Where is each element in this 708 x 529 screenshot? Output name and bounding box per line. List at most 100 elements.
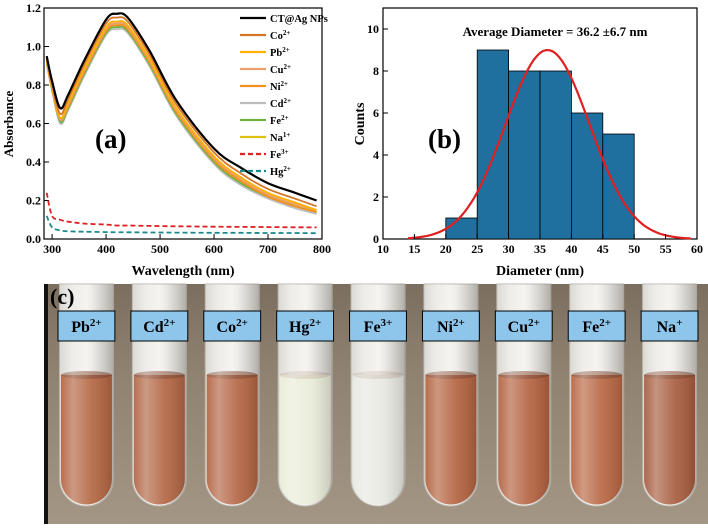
x-tick-label-b: 10 bbox=[377, 242, 389, 256]
legend-label: Co2+ bbox=[270, 29, 290, 42]
vial: Na+ bbox=[640, 283, 699, 507]
axis-ticks-b: 10 15 20 25 30 35 40 45 50 55 60 0 2 4 6 8 10 bbox=[367, 22, 703, 256]
photo-left-border bbox=[44, 284, 48, 524]
vial: Ni2+ bbox=[421, 283, 480, 507]
y-tick-label-a: 0.8 bbox=[26, 78, 41, 92]
spectra bbox=[45, 12, 317, 235]
spectrum-line bbox=[45, 16, 317, 208]
spectrum-line bbox=[45, 215, 317, 235]
legend-label: Fe2+ bbox=[270, 114, 289, 127]
vial-label: Ni2+ bbox=[437, 317, 465, 336]
gaussian-fit-curve bbox=[408, 48, 691, 240]
vial: Cu2+ bbox=[494, 283, 553, 507]
histogram-bar bbox=[476, 49, 510, 240]
y-tick-label-b: 2 bbox=[373, 190, 379, 204]
axis-ticks-a: 300 400 500 600 700 800 0.0 0.2 0.4 0.6 0.8 1.0 1.2 bbox=[26, 1, 331, 256]
panel-label-b: (b) bbox=[428, 124, 461, 154]
histogram-bar bbox=[445, 217, 478, 240]
y-tick-label-a: 1.2 bbox=[26, 1, 41, 15]
vial-label-box bbox=[130, 310, 189, 342]
histogram-bar bbox=[571, 112, 604, 240]
vial-label-box bbox=[494, 310, 553, 342]
x-tick-label-b: 50 bbox=[628, 242, 640, 256]
x-axis-label-a: Wavelength (nm) bbox=[131, 264, 234, 279]
spectrum-line bbox=[45, 192, 317, 229]
histogram-bar bbox=[508, 70, 541, 240]
y-tick-label-a: 0.2 bbox=[26, 194, 41, 208]
vial-label: Co2+ bbox=[217, 317, 248, 336]
vial-label-box bbox=[567, 310, 626, 342]
histogram-chart: 10 15 20 25 30 35 40 45 50 55 60 0 2 4 6 8 10 Average Di… bbox=[353, 7, 703, 279]
vial-label: Na+ bbox=[657, 317, 683, 336]
y-tick-label-b: 8 bbox=[373, 64, 379, 78]
vial-label: Cu2+ bbox=[508, 317, 540, 336]
y-tick-label-b: 4 bbox=[373, 148, 379, 162]
vial-row: Pb2+ Cd2+ Co2+ Hg2+ Fe3+ Ni2+ Cu2+ Fe2+ Na+ bbox=[57, 283, 699, 507]
legend-label: CT@Ag NPs bbox=[270, 14, 328, 25]
spectrum-line bbox=[45, 12, 317, 202]
vial: Co2+ bbox=[203, 283, 262, 507]
vial-label-box bbox=[276, 310, 335, 342]
y-tick-label-b: 6 bbox=[373, 106, 379, 120]
legend-label: Hg2+ bbox=[270, 165, 291, 178]
panel-label-a: (a) bbox=[95, 124, 126, 154]
x-tick-label-a: 600 bbox=[205, 242, 223, 256]
vial: Hg2+ bbox=[276, 283, 335, 507]
x-tick-label-b: 55 bbox=[660, 242, 672, 256]
x-tick-label-a: 700 bbox=[259, 242, 277, 256]
legend-a: CT@Ag NPs Co2+ Pb2+ Cu2+ Ni2+ Cd2+ Fe2+ Na1+ Fe3… bbox=[240, 14, 328, 178]
y-tick-label-a: 1.0 bbox=[26, 40, 41, 54]
spectrum-line bbox=[45, 27, 317, 215]
legend-label: Cu2+ bbox=[270, 63, 291, 76]
vial-label-box bbox=[349, 310, 407, 342]
y-tick-label-a: 0.4 bbox=[26, 155, 41, 169]
x-tick-label-b: 20 bbox=[440, 242, 452, 256]
x-tick-label-a: 500 bbox=[151, 242, 169, 256]
vial: Cd2+ bbox=[130, 283, 189, 507]
vial-label: Fe3+ bbox=[364, 317, 393, 336]
x-axis-label-b: Diameter (nm) bbox=[496, 264, 584, 279]
vial-label-box bbox=[421, 310, 480, 342]
vial-label-box bbox=[640, 310, 699, 342]
x-tick-label-b: 60 bbox=[691, 242, 703, 256]
x-tick-label-b: 15 bbox=[408, 242, 420, 256]
vial-label: Fe2+ bbox=[582, 317, 611, 336]
vial-label-box bbox=[57, 310, 116, 342]
x-tick-label-b: 45 bbox=[597, 242, 609, 256]
vial-label: Cd2+ bbox=[143, 317, 175, 336]
panel-label-c: (c) bbox=[50, 284, 74, 309]
histogram-bar bbox=[539, 70, 572, 240]
average-diameter-annotation: Average Diameter = 36.2 ±6.7 nm bbox=[463, 24, 648, 39]
histogram-bars bbox=[445, 49, 635, 240]
y-axis-label-b: Counts bbox=[353, 102, 368, 145]
vials-photo: Pb2+ Cd2+ Co2+ Hg2+ Fe3+ Ni2+ Cu2+ Fe2+ Na+ (c) bbox=[44, 283, 708, 524]
y-axis-label-a: Absorbance bbox=[1, 91, 16, 158]
legend-label: Ni2+ bbox=[270, 80, 288, 93]
x-tick-label-b: 35 bbox=[534, 242, 546, 256]
x-tick-label-a: 800 bbox=[313, 242, 331, 256]
y-tick-label-b: 10 bbox=[367, 22, 379, 36]
y-tick-label-a: 0.6 bbox=[26, 117, 41, 131]
x-tick-label-b: 40 bbox=[565, 242, 577, 256]
spectrum-line bbox=[45, 21, 317, 211]
legend-label: Na1+ bbox=[270, 131, 290, 144]
x-tick-label-b: 25 bbox=[471, 242, 483, 256]
legend-label: Cd2+ bbox=[270, 97, 291, 110]
absorbance-chart: 300 400 500 600 700 8000.00.20.40.60.81.01.2 … bbox=[1, 1, 331, 279]
vial: Fe2+ bbox=[567, 283, 626, 507]
vial-label-box bbox=[203, 310, 262, 342]
vial: Pb2+ bbox=[57, 283, 116, 507]
legend-label: Fe3+ bbox=[270, 148, 289, 161]
y-tick-label-a: 0.0 bbox=[26, 232, 41, 246]
x-tick-label-a: 300 bbox=[43, 242, 61, 256]
vial: Fe3+ bbox=[349, 283, 407, 507]
vial-label: Hg2+ bbox=[289, 317, 321, 336]
vial-label: Pb2+ bbox=[71, 317, 101, 336]
histogram-bar bbox=[602, 133, 635, 240]
legend-label: Pb2+ bbox=[270, 46, 290, 59]
x-tick-label-a: 400 bbox=[97, 242, 115, 256]
spectrum-line bbox=[45, 20, 317, 211]
y-tick-label-b: 0 bbox=[373, 232, 379, 246]
x-tick-label-b: 30 bbox=[503, 242, 515, 256]
